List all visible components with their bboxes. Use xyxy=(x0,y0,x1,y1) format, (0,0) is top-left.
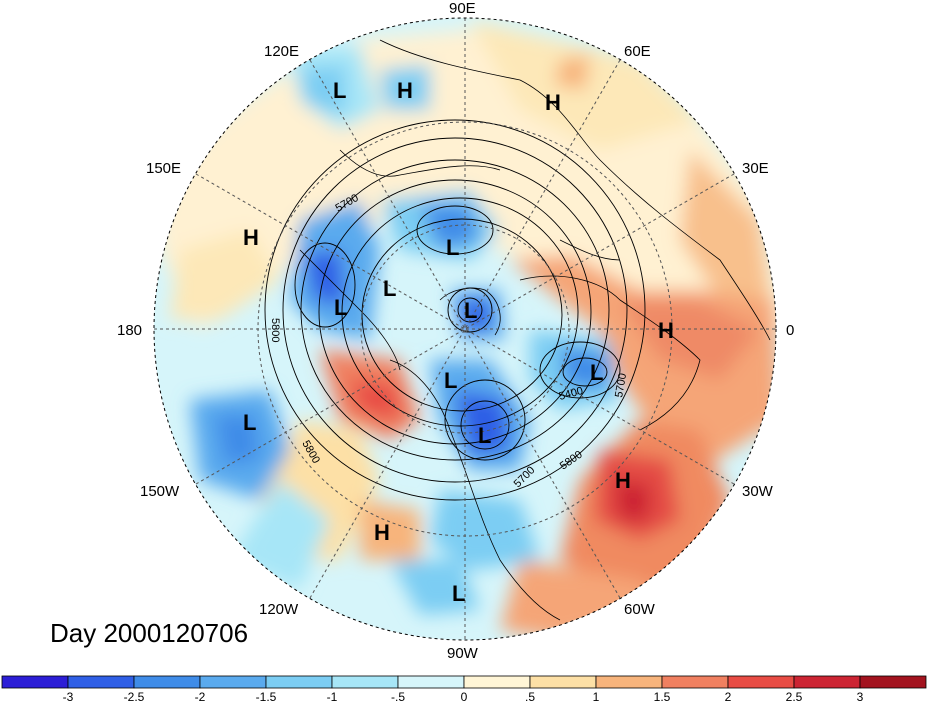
low-marker: L xyxy=(334,295,347,320)
contour-label: 5700 xyxy=(613,372,629,398)
colorbar-box xyxy=(463,675,531,689)
lon-label-90e: 90E xyxy=(449,0,476,17)
colorbar-box xyxy=(727,675,795,689)
colorbar-box xyxy=(1,675,69,689)
colorbar-tick-label: 2 xyxy=(725,690,732,702)
high-marker: H xyxy=(545,90,561,115)
lon-label-120e: 120E xyxy=(264,43,299,60)
lon-label-0: 0 xyxy=(786,322,794,339)
lon-label-180: 180 xyxy=(117,322,142,339)
lon-label-90w: 90W xyxy=(447,645,479,662)
colorbar-tick-label: -2.5 xyxy=(124,690,145,702)
low-marker: L xyxy=(464,298,477,323)
high-marker: H xyxy=(243,225,259,250)
colorbar-labels: -3 -2.5 -2 -1.5 -1 -.5 0 .5 1 1.5 2 2.5 3 xyxy=(63,690,864,702)
high-marker: H xyxy=(615,468,631,493)
colorbar-box xyxy=(67,675,135,689)
lon-label-30w: 30W xyxy=(742,483,774,500)
low-marker: L xyxy=(444,368,457,393)
low-marker: L xyxy=(243,410,256,435)
colorbar-box xyxy=(793,675,861,689)
low-marker: L xyxy=(452,581,465,606)
colorbar-tick-label: -1 xyxy=(327,690,338,702)
colorbar-box xyxy=(397,675,465,689)
colorbar-tick-label: -.5 xyxy=(391,690,405,702)
colorbar: -3 -2.5 -2 -1.5 -1 -.5 0 .5 1 1.5 2 2.5 3 xyxy=(1,675,927,702)
colorbar-tick-label: 1 xyxy=(593,690,600,702)
lon-label-150w: 150W xyxy=(140,483,180,500)
contour-labels: 5700 5800 5800 5400 5700 5700 5800 xyxy=(269,192,629,490)
lon-label-150e: 150E xyxy=(146,160,181,177)
colorbar-tick-label: 0 xyxy=(461,690,468,702)
colorbar-tick-label: 2.5 xyxy=(786,690,803,702)
low-marker: L xyxy=(478,423,491,448)
colorbar-box xyxy=(199,675,267,689)
colorbar-box xyxy=(331,675,399,689)
colorbar-tick-label: -3 xyxy=(63,690,74,702)
lon-label-60e: 60E xyxy=(624,43,651,60)
high-marker: H xyxy=(658,318,674,343)
graticule xyxy=(154,18,776,640)
anomaly-field xyxy=(154,18,776,640)
colorbar-box xyxy=(529,675,597,689)
colorbar-tick-label: .5 xyxy=(525,690,535,702)
colorbar-tick-label: -2 xyxy=(195,690,206,702)
colorbar-tick-label: -1.5 xyxy=(256,690,277,702)
low-marker: L xyxy=(446,235,459,260)
lon-label-60w: 60W xyxy=(624,601,656,618)
height-contours xyxy=(264,119,646,501)
colorbar-tick-label: 1.5 xyxy=(654,690,671,702)
colorbar-boxes xyxy=(1,675,927,689)
low-marker: L xyxy=(590,360,603,385)
lon-label-30e: 30E xyxy=(742,160,769,177)
low-marker: L xyxy=(383,276,396,301)
colorbar-tick-label: 3 xyxy=(857,690,864,702)
colorbar-box xyxy=(595,675,663,689)
map-boundary xyxy=(153,17,777,641)
pressure-systems: L H H H L L L L H L L L L H H L xyxy=(243,78,674,606)
longitude-labels: 90E 60E 30E 0 30W 60W 90W 120W 150W 180 … xyxy=(117,0,794,662)
colorbar-box xyxy=(265,675,333,689)
lon-label-120w: 120W xyxy=(259,601,299,618)
colorbar-box xyxy=(661,675,729,689)
high-marker: H xyxy=(374,520,390,545)
contour-label: 5800 xyxy=(269,318,281,342)
low-marker: L xyxy=(333,78,346,103)
colorbar-box xyxy=(133,675,201,689)
day-label: Day 2000120706 xyxy=(50,618,249,648)
colorbar-box xyxy=(859,675,927,689)
high-marker: H xyxy=(397,78,413,103)
